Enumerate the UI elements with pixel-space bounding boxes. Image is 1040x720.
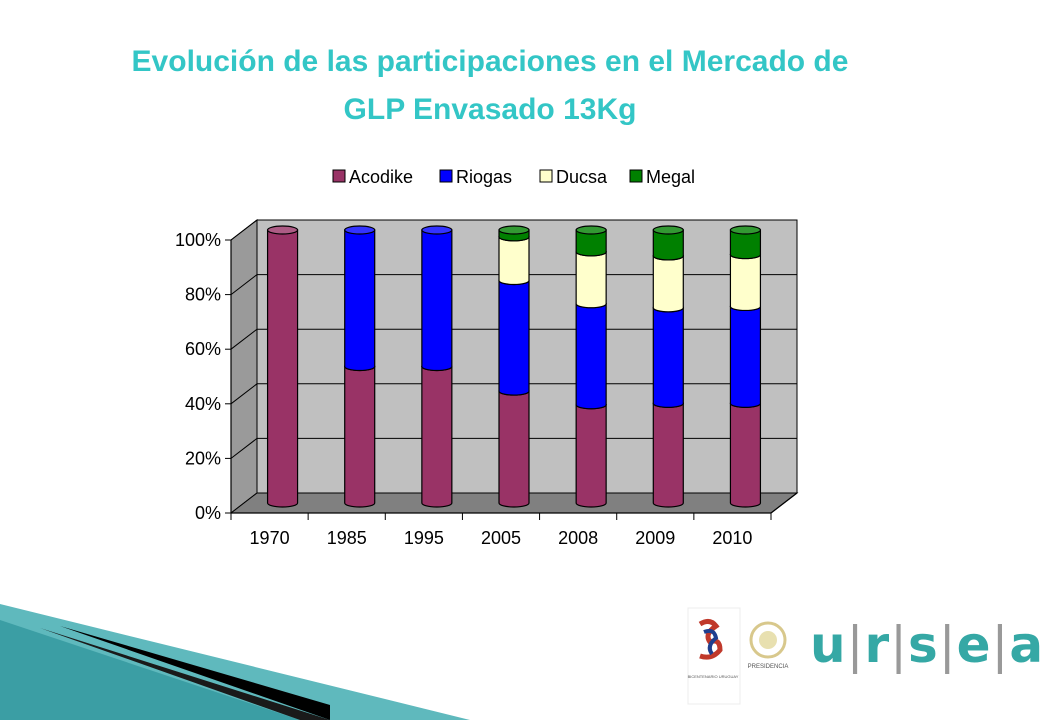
legend: Acodike Riogas Ducsa Megal	[332, 167, 695, 187]
bars-group	[266, 225, 762, 508]
bar-riogas-1985	[344, 225, 376, 372]
gridline	[230, 328, 797, 350]
axes-group: 0% 20% 40% 60% 80% 100% 1970 1985 1995 2005 2008 20…	[175, 230, 798, 548]
x-tick-label: 2009	[635, 528, 675, 548]
legend-item-megal: Megal	[629, 167, 695, 187]
bicentenario-logo-frame	[687, 607, 741, 705]
plot-side-wall	[230, 218, 258, 515]
bar-riogas-2005	[498, 275, 530, 396]
slide-title: Evolución de las participaciones en el M…	[60, 38, 920, 134]
gridline	[230, 219, 797, 241]
legend-label: Riogas	[456, 167, 512, 187]
bar-acodike-2010	[729, 398, 762, 508]
slide-title-line-1: Evolución de las participaciones en el M…	[131, 45, 849, 78]
y-tick-label: 100%	[175, 230, 221, 250]
legend-swatch	[439, 169, 453, 183]
bar-riogas-1995	[421, 225, 453, 372]
bar-riogas-2010	[729, 301, 762, 408]
bar-acodike-2005	[498, 386, 530, 508]
bar-riogas-2008	[575, 299, 607, 410]
y-tick-label: 20%	[185, 448, 221, 468]
ursea-logo: u|r|s|e|a	[680, 598, 1040, 710]
bar-megal-2009	[652, 225, 684, 261]
legend-item-acodike: Acodike	[332, 167, 413, 187]
gridline	[230, 274, 797, 295]
legend-label: Ducsa	[556, 167, 608, 187]
bar-acodike-1985	[344, 361, 376, 508]
gridline	[230, 437, 797, 459]
bar-acodike-1970	[266, 225, 299, 508]
bar-ducsa-2008	[575, 247, 607, 309]
bicentenario-logo-text: BICENTENARIO URUGUAY	[688, 674, 739, 679]
x-tick-label: 1995	[404, 528, 444, 548]
presidencia-sun-icon	[749, 621, 787, 659]
x-tick-label: 2008	[558, 528, 598, 548]
gridline	[230, 383, 797, 405]
bar-acodike-1995	[421, 361, 453, 508]
slide-title-line-2: GLP Envasado 13Kg	[343, 93, 637, 126]
bar-megal-2005	[498, 225, 530, 242]
x-tick-label: 1970	[250, 528, 290, 548]
y-tick-label: 40%	[185, 394, 221, 414]
y-tick-label: 80%	[185, 285, 221, 305]
logo-marks: BICENTENARIO URUGUAY PRESIDENCIA	[687, 607, 789, 705]
decorative-swoosh	[0, 604, 470, 720]
legend-swatch	[629, 169, 643, 183]
legend-label: Megal	[646, 167, 695, 187]
x-tick-label: 2010	[712, 528, 752, 548]
legend-swatch	[539, 169, 553, 183]
presidencia-logo-text: PRESIDENCIA	[748, 664, 789, 670]
x-tick-label: 2005	[481, 528, 521, 548]
bar-riogas-2009	[652, 303, 684, 408]
bar-ducsa-2010	[729, 249, 762, 312]
bar-ducsa-2009	[652, 251, 684, 313]
ursea-logo-text: u|r|s|e|a	[810, 616, 1040, 674]
bar-acodike-2008	[575, 400, 607, 508]
legend-label: Acodike	[349, 167, 413, 187]
bar-megal-2010	[729, 225, 762, 260]
bar-megal-2008	[575, 225, 607, 257]
legend-swatch	[332, 169, 346, 183]
x-tick-label: 1985	[327, 528, 367, 548]
legend-item-riogas: Riogas	[439, 167, 512, 187]
bar-acodike-2009	[652, 398, 684, 508]
legend-item-ducsa: Ducsa	[539, 167, 608, 187]
y-tick-label: 60%	[185, 339, 221, 359]
y-tick-label: 0%	[195, 503, 221, 523]
